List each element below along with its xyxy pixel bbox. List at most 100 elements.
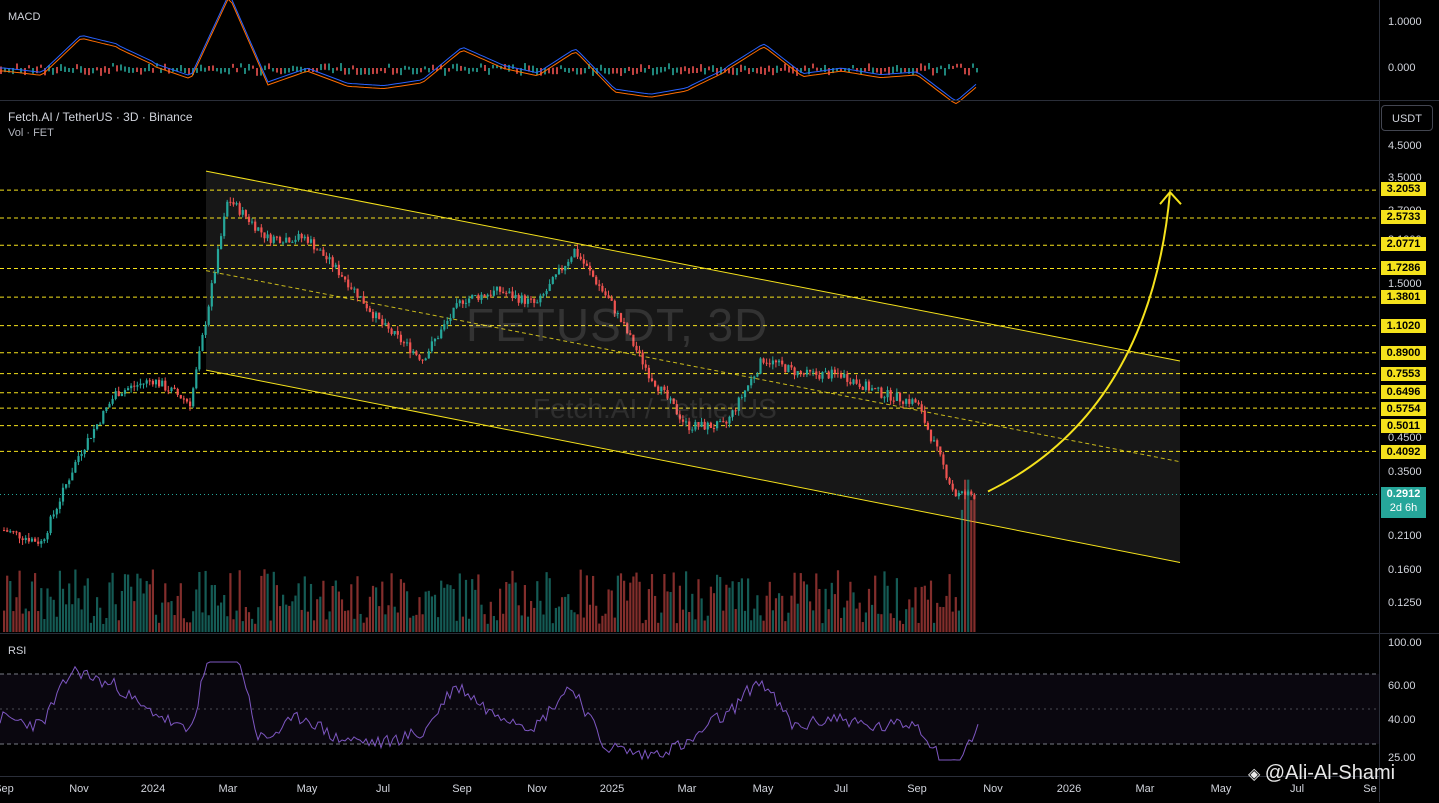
volume-bar	[740, 578, 743, 632]
candle-body	[353, 288, 356, 290]
price-scale[interactable]: 1.0000 0.000 4.5000 3.5000 2.7000 2.1000…	[1379, 0, 1439, 802]
volume-bar	[108, 582, 111, 632]
volume-bar	[402, 582, 406, 632]
macd-histogram-bar	[568, 68, 570, 73]
macd-histogram-bar	[604, 68, 606, 74]
volume-title[interactable]: Vol · FET	[8, 127, 54, 139]
macd-histogram-bar	[936, 67, 938, 74]
candle-body	[368, 308, 371, 312]
volume-bar	[895, 578, 898, 632]
volume-bar	[468, 618, 471, 632]
volume-bar	[861, 622, 864, 632]
volume-bar	[849, 581, 852, 632]
candle-body	[139, 383, 142, 386]
symbol-title[interactable]: Fetch.AI / TetherUS · 3D · Binance	[8, 110, 193, 124]
volume-bar	[576, 614, 579, 632]
candle-body	[517, 294, 520, 303]
candle-body	[765, 362, 768, 364]
volume-bar	[588, 604, 592, 632]
volume-bar	[179, 583, 182, 632]
volume-bar	[154, 614, 158, 632]
macd-histogram-bar	[600, 64, 602, 71]
time-axis[interactable]: Sep Nov 2024 Mar May Jul Sep Nov 2025 Ma…	[0, 776, 1379, 803]
macd-histogram-bar	[832, 68, 834, 74]
volume-bar	[747, 578, 750, 632]
volume-bar	[27, 611, 30, 632]
macd-histogram-bar	[376, 68, 378, 74]
macd-histogram-bar	[908, 68, 910, 74]
candle-body	[344, 276, 347, 280]
volume-bar	[350, 584, 353, 632]
macd-histogram-bar	[448, 68, 450, 72]
volume-bar	[489, 601, 492, 632]
volume-bar	[604, 613, 607, 632]
price-scale-label: 0.2100	[1388, 530, 1422, 542]
candle-body	[604, 291, 607, 296]
volume-bar	[623, 580, 626, 632]
macd-histogram-bar	[556, 67, 558, 75]
volume-bar	[908, 599, 911, 632]
macd-histogram-bar	[88, 68, 90, 76]
volume-bar	[511, 570, 514, 632]
candle-body	[908, 399, 911, 404]
candle-body	[681, 419, 685, 422]
macd-histogram-bar	[396, 68, 398, 74]
candle-body	[300, 234, 303, 239]
volume-bar	[173, 615, 176, 632]
volume-bar	[15, 597, 18, 632]
candle-body	[607, 295, 610, 299]
candle-body	[700, 421, 703, 427]
volume-bar	[508, 583, 511, 632]
currency-button[interactable]: USDT	[1381, 105, 1433, 131]
pane-separator[interactable]	[0, 100, 1439, 101]
candle-body	[917, 402, 920, 405]
volume-bar	[151, 569, 154, 632]
candle-body	[148, 380, 151, 382]
macd-histogram-bar	[480, 63, 482, 68]
candle-body	[99, 423, 102, 425]
candle-body	[641, 352, 644, 365]
candle-body	[867, 381, 871, 391]
macd-histogram-bar	[696, 68, 698, 74]
candle-body	[167, 390, 170, 392]
candle-body	[347, 279, 350, 288]
volume-bar	[127, 574, 130, 632]
volume-bar	[486, 623, 489, 632]
candle-body	[142, 383, 145, 385]
macd-histogram-bar	[612, 68, 614, 74]
candle-body	[663, 386, 666, 391]
macd-histogram-bar	[920, 63, 922, 71]
macd-histogram-bar	[388, 63, 390, 68]
candle-body	[455, 303, 458, 308]
volume-bar	[892, 618, 895, 632]
rsi-pane[interactable]: RSI	[0, 634, 1379, 776]
macd-histogram-bar	[548, 68, 550, 74]
volume-bar	[514, 582, 517, 632]
volume-bar	[430, 596, 433, 632]
volume-bar	[123, 574, 127, 632]
candle-body	[34, 538, 37, 542]
macd-histogram-bar	[940, 65, 942, 70]
macd-histogram-bar	[84, 68, 86, 75]
candle-body	[861, 386, 864, 390]
candle-body	[375, 312, 378, 319]
volume-bar	[709, 586, 712, 632]
candle-body	[818, 374, 821, 379]
macd-pane[interactable]: MACD	[0, 0, 1379, 105]
candle-body	[89, 437, 92, 439]
volume-bar	[9, 581, 12, 632]
volume-bar	[964, 479, 967, 632]
volume-bar	[886, 585, 889, 632]
macd-histogram-bar	[664, 67, 666, 72]
volume-bar	[266, 573, 269, 632]
pane-separator[interactable]	[0, 633, 1439, 634]
diamond-icon: ◈	[1248, 766, 1265, 783]
candle-body	[495, 286, 499, 291]
candle-body	[957, 492, 960, 497]
volume-bar	[666, 591, 669, 632]
volume-bar	[846, 600, 849, 632]
candle-body	[74, 462, 77, 473]
candle-body	[65, 484, 68, 488]
price-pane[interactable]	[0, 101, 1379, 633]
volume-bar	[368, 596, 371, 632]
